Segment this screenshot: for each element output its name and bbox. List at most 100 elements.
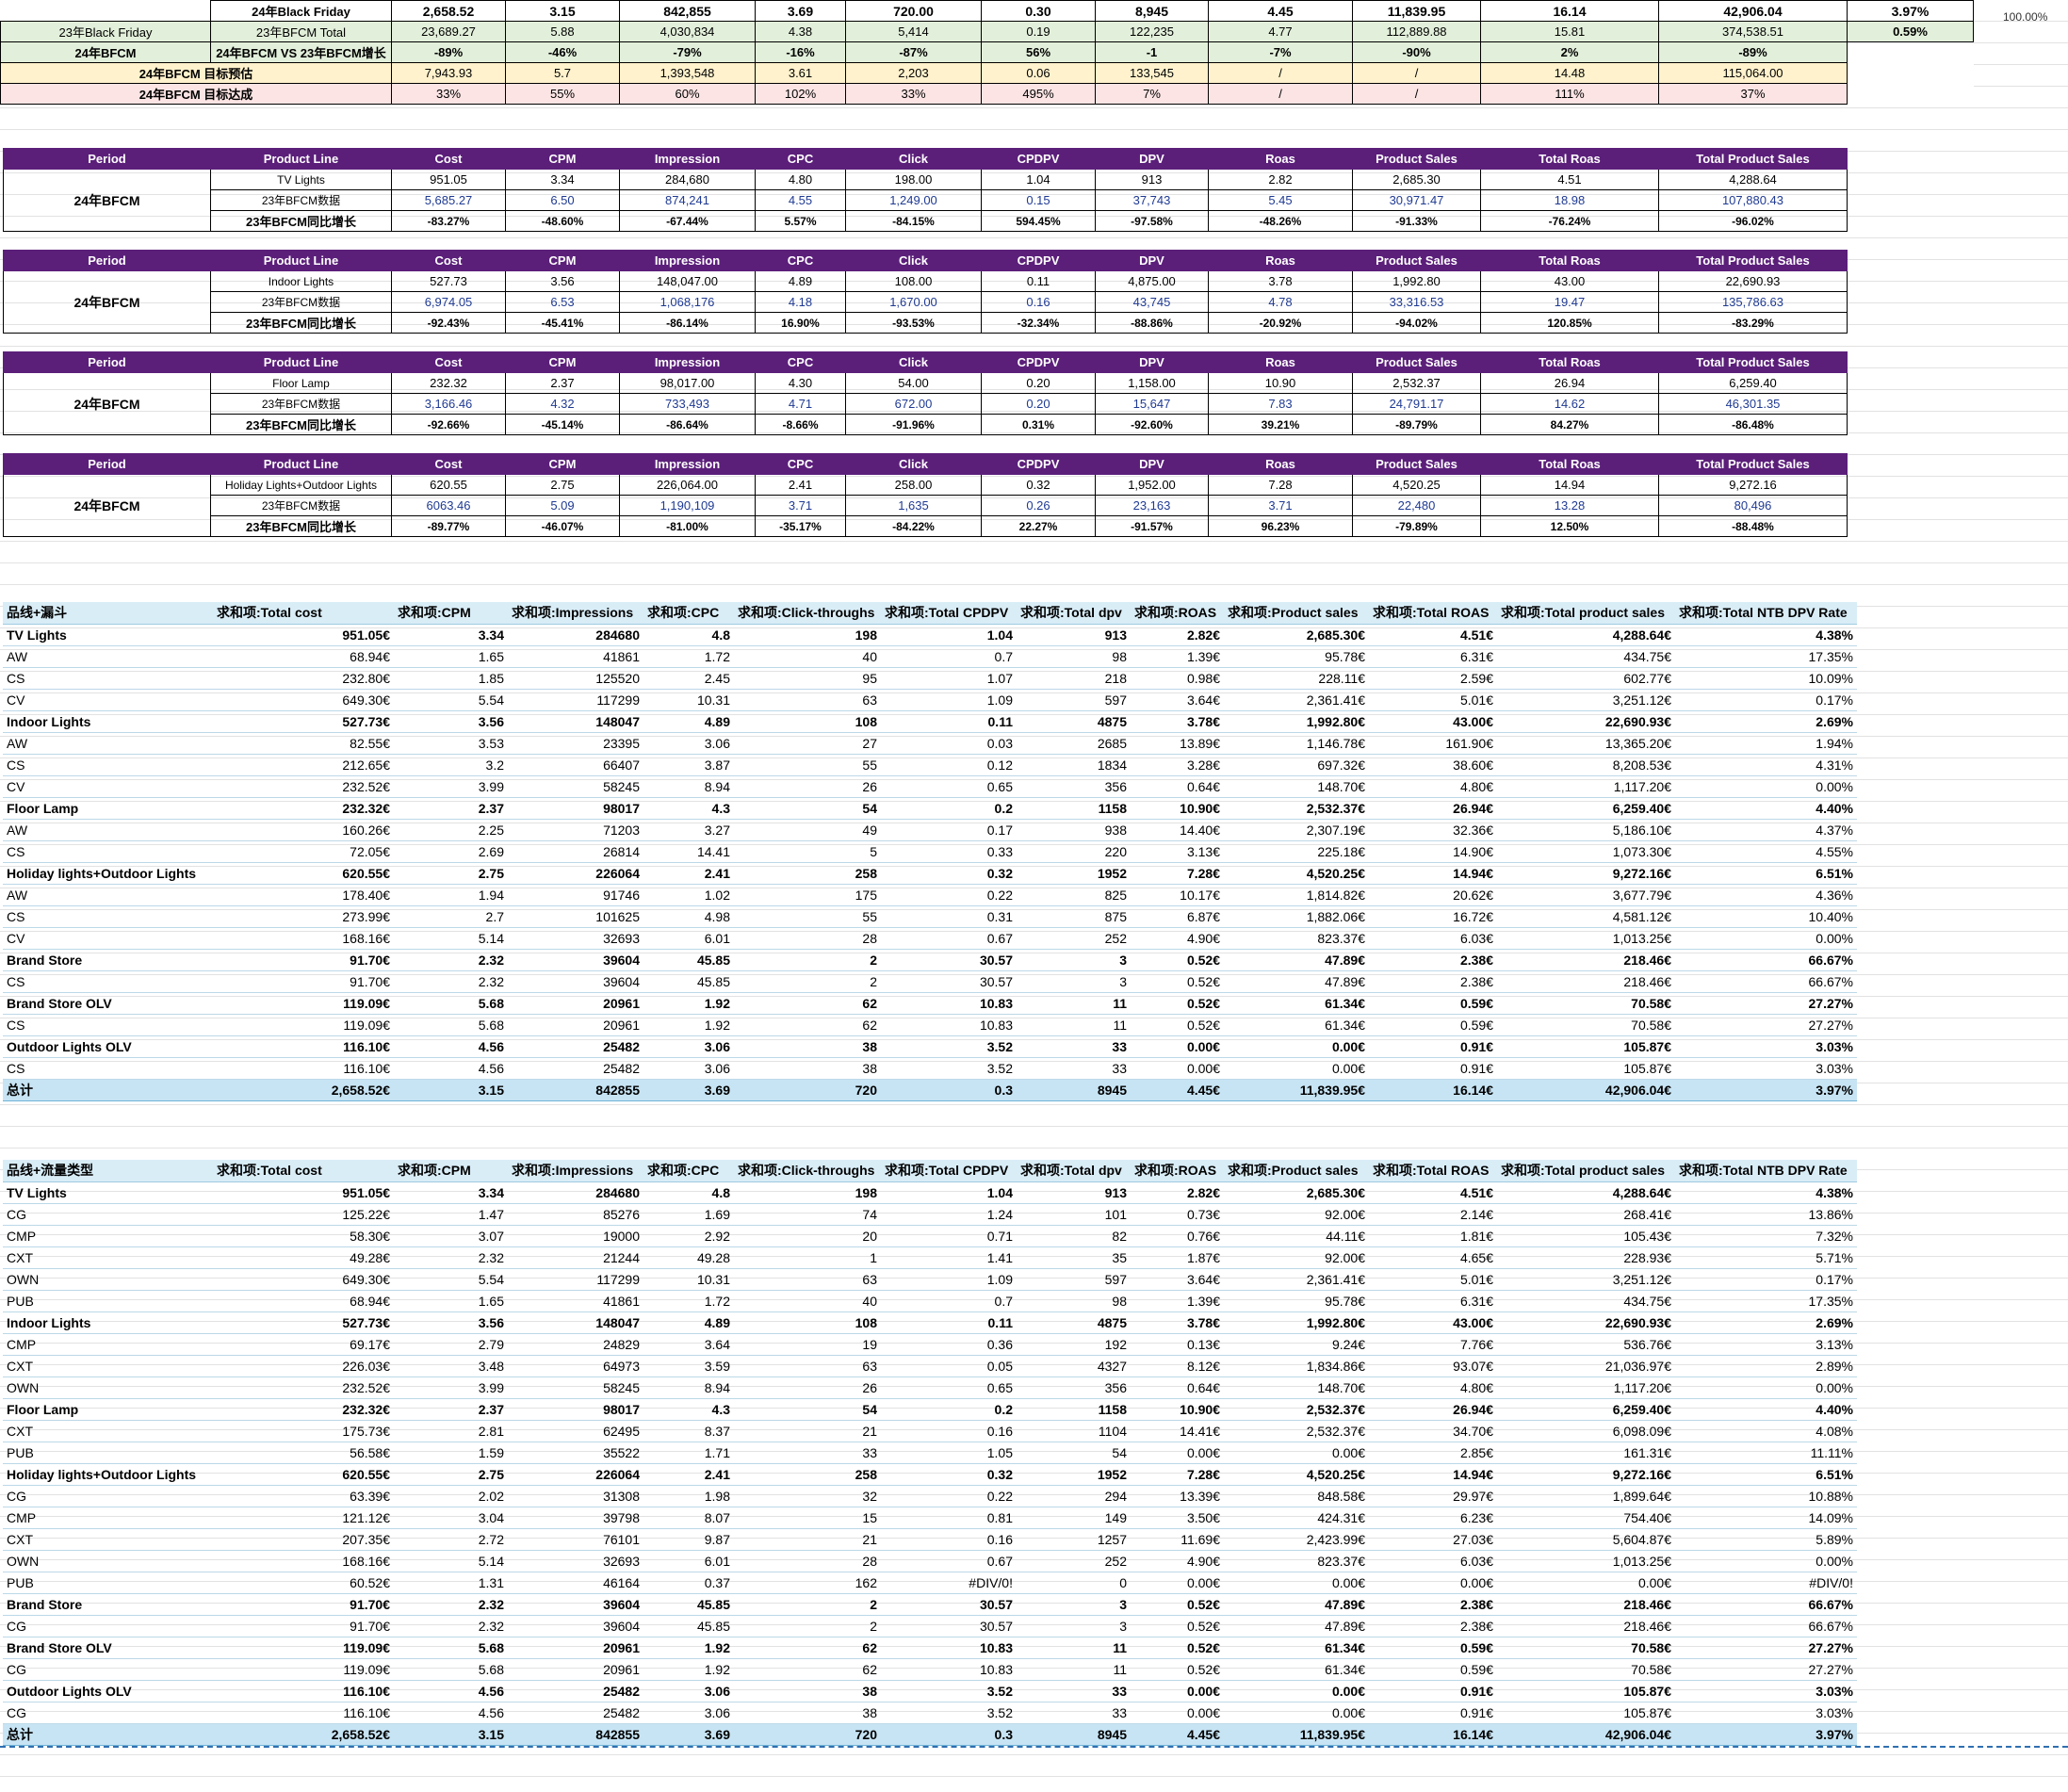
metric-cell[interactable]: 19.47 (1480, 291, 1659, 313)
pivot-value-cell[interactable]: 105.87€ (1497, 1057, 1675, 1080)
pivot-value-cell[interactable]: 20961 (508, 991, 643, 1015)
pivot-value-cell[interactable]: 95.78€ (1224, 645, 1369, 668)
column-header[interactable]: CPC (755, 250, 846, 271)
pivot-value-cell[interactable]: 25482 (508, 1057, 643, 1080)
pivot-value-cell[interactable]: 4.56 (394, 1057, 508, 1080)
pivot-value-cell[interactable]: 49 (734, 819, 881, 841)
metric-cell[interactable]: 0.16 (981, 291, 1096, 313)
pivot-value-cell[interactable]: 70.58€ (1497, 1014, 1675, 1036)
pivot-value-cell[interactable]: 0.00€ (1224, 1572, 1369, 1594)
pivot-value-cell[interactable]: 825 (1017, 884, 1131, 906)
pivot-value-cell[interactable]: 11,839.95€ (1224, 1722, 1369, 1746)
pivot-value-cell[interactable]: 4.56 (394, 1034, 508, 1058)
pivot-value-cell[interactable]: 0.00€ (1131, 1057, 1224, 1080)
summary-value-cell[interactable]: 0.06 (981, 62, 1096, 84)
pivot-value-cell[interactable]: 0.00% (1675, 1550, 1857, 1572)
pivot-value-cell[interactable]: 2.14€ (1369, 1203, 1497, 1226)
pivot-value-cell[interactable]: 434.75€ (1497, 645, 1675, 668)
pivot-value-cell[interactable]: 25482 (508, 1034, 643, 1058)
pivot-value-cell[interactable]: 0.16 (881, 1420, 1017, 1442)
summary-value-cell[interactable]: 11,839.95 (1352, 0, 1481, 22)
pivot-value-cell[interactable]: 62 (734, 1658, 881, 1681)
pivot-row-label[interactable]: CMP (3, 1333, 213, 1356)
pivot-row-label[interactable]: CS (3, 905, 213, 928)
pivot-value-cell[interactable]: 62495 (508, 1420, 643, 1442)
pivot-value-cell[interactable]: 175 (734, 884, 881, 906)
pivot-value-cell[interactable]: 55 (734, 754, 881, 776)
pivot-value-cell[interactable]: 1257 (1017, 1528, 1131, 1551)
pivot-value-cell[interactable]: 0.00% (1675, 775, 1857, 798)
pivot-value-cell[interactable]: 1.72 (643, 645, 734, 668)
metric-cell[interactable]: -92.43% (391, 312, 506, 334)
pivot-value-cell[interactable]: 6.23€ (1369, 1507, 1497, 1529)
summary-value-cell[interactable]: 2,658.52 (391, 0, 506, 22)
column-header[interactable]: Roas (1208, 250, 1353, 271)
pivot-value-cell[interactable]: 1,013.25€ (1497, 927, 1675, 950)
metric-cell[interactable]: -84.15% (845, 210, 982, 232)
pivot-value-cell[interactable]: 6.51% (1675, 1462, 1857, 1486)
metric-cell[interactable]: 4.51 (1480, 169, 1659, 190)
column-header[interactable]: Click (845, 148, 982, 170)
metric-cell[interactable]: -46.07% (505, 515, 620, 537)
metric-cell[interactable]: -91.33% (1352, 210, 1481, 232)
pivot-value-cell[interactable]: 82 (1017, 1225, 1131, 1247)
pivot-value-cell[interactable]: 3.52 (881, 1034, 1017, 1058)
pivot-value-cell[interactable]: 16.14€ (1369, 1722, 1497, 1746)
pivot-value-cell[interactable]: 3.64 (643, 1333, 734, 1356)
metric-cell[interactable]: 6,974.05 (391, 291, 506, 313)
pivot-value-cell[interactable]: 0.91€ (1369, 1057, 1497, 1080)
metric-cell[interactable]: -92.66% (391, 414, 506, 435)
pivot-value-cell[interactable]: 41861 (508, 1290, 643, 1312)
metric-cell[interactable]: 4.71 (755, 393, 846, 415)
summary-value-cell[interactable]: 14.48 (1480, 62, 1659, 84)
pivot-value-cell[interactable]: 119.09€ (213, 1014, 394, 1036)
pivot-value-cell[interactable]: 3.97% (1675, 1078, 1857, 1101)
pivot-value-cell[interactable]: 38 (734, 1702, 881, 1724)
pivot-value-cell[interactable]: 3.06 (643, 1679, 734, 1702)
pivot-value-cell[interactable]: 6.01 (643, 1550, 734, 1572)
pivot-row-label[interactable]: Holiday lights+Outdoor Lights (3, 1462, 213, 1486)
pivot-column-header[interactable]: 求和项:Total NTB DPV Rate (1675, 1160, 1857, 1182)
pivot-value-cell[interactable]: 232.32€ (213, 796, 394, 820)
summary-value-cell[interactable]: 374,538.51 (1658, 21, 1848, 42)
pivot-value-cell[interactable]: 1,882.06€ (1224, 905, 1369, 928)
metric-cell[interactable]: 198.00 (845, 169, 982, 190)
pivot-value-cell[interactable]: 1.81€ (1369, 1225, 1497, 1247)
pivot-value-cell[interactable]: 0.05 (881, 1355, 1017, 1377)
pivot-value-cell[interactable]: 29.97€ (1369, 1485, 1497, 1507)
pivot-value-cell[interactable]: 10.17€ (1131, 884, 1224, 906)
summary-value-cell[interactable]: -90% (1352, 41, 1481, 63)
pivot-value-cell[interactable]: 4.90€ (1131, 927, 1224, 950)
period-cell[interactable]: 24年BFCM (3, 169, 211, 232)
pivot-value-cell[interactable]: 11 (1017, 1636, 1131, 1659)
pivot-value-cell[interactable]: 162 (734, 1572, 881, 1594)
pivot-row-label[interactable]: Indoor Lights (3, 1311, 213, 1334)
metric-cell[interactable]: -86.48% (1658, 414, 1848, 435)
pivot-row-label[interactable]: CV (3, 689, 213, 711)
pivot-value-cell[interactable]: 175.73€ (213, 1420, 394, 1442)
summary-value-cell[interactable]: 23,689.27 (391, 21, 506, 42)
metric-cell[interactable]: 22.27% (981, 515, 1096, 537)
pivot-value-cell[interactable]: 10.31 (643, 1268, 734, 1291)
pivot-value-cell[interactable]: 5.68 (394, 1636, 508, 1659)
column-header[interactable]: Period (3, 351, 211, 373)
pivot-value-cell[interactable]: 76101 (508, 1528, 643, 1551)
pivot-value-cell[interactable]: 4875 (1017, 709, 1131, 733)
pivot-column-header[interactable]: 求和项:CPM (394, 1160, 508, 1182)
pivot-value-cell[interactable]: 3.52 (881, 1679, 1017, 1702)
pivot-value-cell[interactable]: 1.92 (643, 991, 734, 1015)
pivot-value-cell[interactable]: 0.22 (881, 884, 1017, 906)
summary-value-cell[interactable]: 5,414 (845, 21, 982, 42)
pivot-value-cell[interactable]: 424.31€ (1224, 1507, 1369, 1529)
pivot-value-cell[interactable]: 1.41 (881, 1246, 1017, 1269)
pivot-value-cell[interactable]: 66.67% (1675, 948, 1857, 971)
pivot-value-cell[interactable]: 258 (734, 1462, 881, 1486)
product-line-cell[interactable]: TV Lights (210, 169, 392, 190)
pivot-value-cell[interactable]: 4.56 (394, 1702, 508, 1724)
metric-cell[interactable]: 3.34 (505, 169, 620, 190)
pivot-value-cell[interactable]: 2.32 (394, 1615, 508, 1637)
pivot-value-cell[interactable]: 3.78€ (1131, 1311, 1224, 1334)
pivot-value-cell[interactable]: 148.70€ (1224, 775, 1369, 798)
pivot-value-cell[interactable]: 0.3 (881, 1078, 1017, 1101)
summary-value-cell[interactable]: 5.88 (505, 21, 620, 42)
